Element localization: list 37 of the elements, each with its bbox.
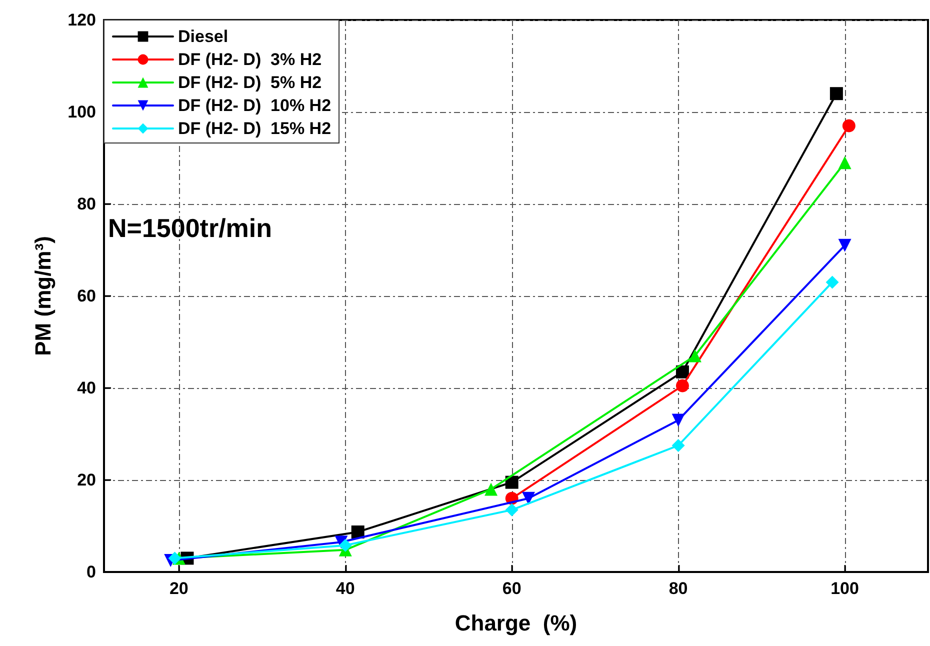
- x-axis-title: Charge (%): [454, 610, 578, 636]
- x-tick-label: 60: [502, 579, 522, 598]
- y-axis-title: PM (mg/m³): [30, 236, 56, 356]
- x-tick-label: 40: [336, 579, 355, 598]
- point: [168, 552, 182, 565]
- y-tick-label: 100: [68, 102, 96, 122]
- y-tick-label: 0: [86, 562, 96, 582]
- point: [338, 538, 352, 552]
- legend-label: DF (H2- D) 3% H2: [178, 50, 322, 69]
- point: [484, 482, 498, 496]
- legend-label: Diesel: [178, 27, 228, 46]
- point: [522, 492, 535, 505]
- legend-label: DF (H2- D) 15% H2: [178, 119, 332, 138]
- point: [842, 119, 856, 132]
- point: [688, 349, 702, 362]
- point: [505, 503, 518, 516]
- y-tick-label: 40: [77, 378, 96, 398]
- legend-label: DF (H2- D) 10% H2: [178, 96, 332, 115]
- legend-label: DF (H2- D) 5% H2: [178, 73, 322, 92]
- x-tick-label: 100: [830, 579, 859, 598]
- point: [505, 476, 518, 489]
- point: [838, 238, 852, 252]
- point: [672, 439, 685, 452]
- x-tick-label: 80: [668, 579, 688, 598]
- point: [838, 156, 852, 170]
- point: [826, 276, 839, 289]
- point: [672, 414, 685, 427]
- y-tick-label: 80: [77, 194, 96, 214]
- annotation: N=1500tr/min: [108, 213, 272, 243]
- y-tick-label: 20: [77, 470, 96, 490]
- x-tick-label: 20: [169, 579, 188, 598]
- point: [830, 87, 843, 100]
- point: [676, 379, 689, 392]
- point: [676, 365, 689, 378]
- point: [351, 525, 364, 538]
- y-tick-label: 120: [68, 10, 96, 30]
- y-tick-label: 60: [77, 286, 96, 306]
